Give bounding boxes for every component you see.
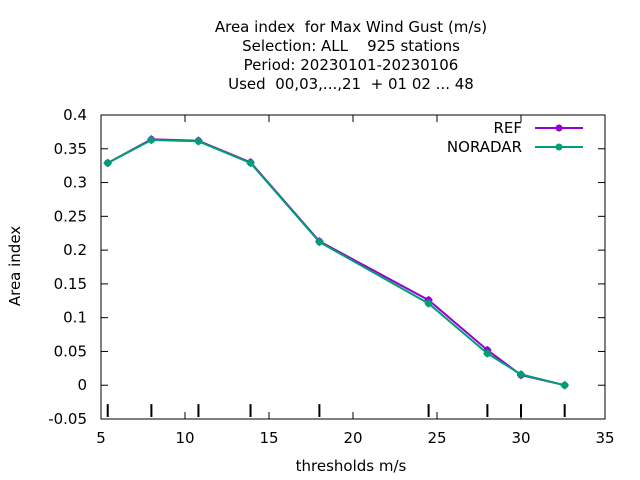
y-tick-label: 0.35 xyxy=(54,140,87,158)
y-tick-label: 0.05 xyxy=(54,342,87,360)
y-axis-ticks: -0.05 0 0.05 0.1 0.15 0.2 0.25 0.3 0.35 0.4 xyxy=(48,106,605,428)
x-tick-label: 20 xyxy=(343,429,362,447)
threshold-marks xyxy=(106,404,566,417)
y-axis-label: Area index xyxy=(6,226,24,306)
x-tick-label: 10 xyxy=(175,429,194,447)
x-tick-label: 5 xyxy=(96,429,106,447)
x-axis-ticks: 5 10 15 20 25 30 35 xyxy=(96,115,615,447)
x-tick-label: 35 xyxy=(595,429,614,447)
chart-title: Area index for Max Wind Gust (m/s)Select… xyxy=(215,18,487,93)
x-tick-label: 15 xyxy=(259,429,278,447)
title-line: Used 00,03,...,21 + 01 02 ... 48 xyxy=(228,75,474,93)
y-tick-label: 0.4 xyxy=(63,106,87,124)
title-line: Selection: ALL 925 stations xyxy=(242,37,460,55)
series-layer xyxy=(103,135,569,390)
y-tick-label: 0.25 xyxy=(54,207,87,225)
legend-swatch-point xyxy=(555,143,563,151)
legend-label-ref: REF xyxy=(493,119,522,137)
y-tick-label: 0 xyxy=(77,376,87,394)
legend-swatch-point xyxy=(555,124,563,132)
legend-label-noradar: NORADAR xyxy=(447,138,522,156)
series-line-noradar xyxy=(107,138,565,387)
y-tick-label: 0.1 xyxy=(63,309,87,327)
y-tick-label: 0.3 xyxy=(63,174,87,192)
title-line: Area index for Max Wind Gust (m/s) xyxy=(215,18,487,36)
y-tick-label: 0.2 xyxy=(63,241,87,259)
y-tick-label: -0.05 xyxy=(48,410,87,428)
title-line: Period: 20230101-20230106 xyxy=(244,56,459,74)
x-axis-label: thresholds m/s xyxy=(296,457,407,475)
plot-area xyxy=(100,114,606,420)
plot-frame xyxy=(100,114,606,420)
x-tick-label: 25 xyxy=(427,429,446,447)
x-tick-label: 30 xyxy=(511,429,530,447)
series-line-ref xyxy=(107,138,565,387)
y-tick-label: 0.15 xyxy=(54,275,87,293)
